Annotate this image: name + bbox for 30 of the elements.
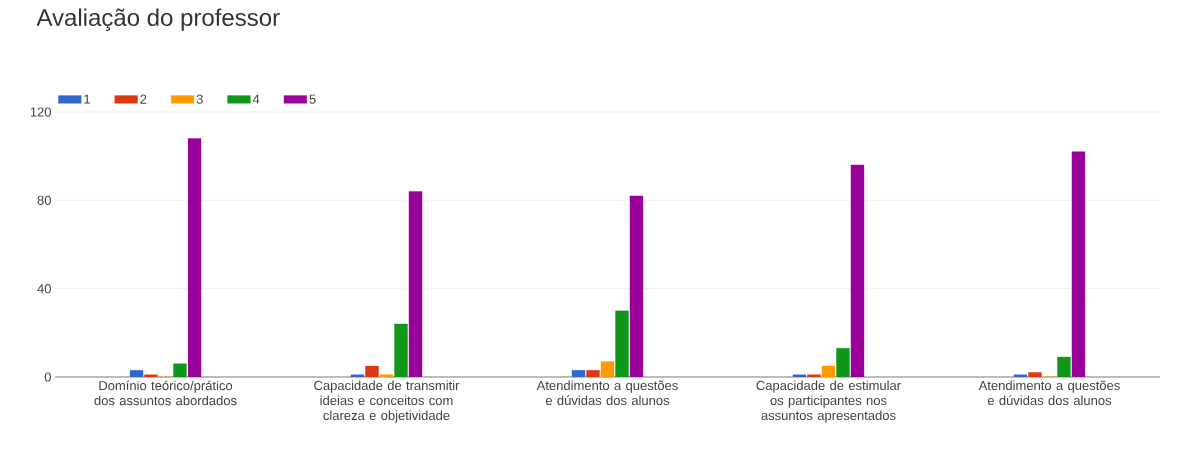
legend-label: 2 [140,94,147,104]
legend-label: 5 [309,94,316,104]
x-tick-label: Capacidade de transmitir ideias e conceitos com clareza e objetividade [314,380,460,423]
bar [571,370,586,377]
bar [586,370,600,377]
bar [394,323,408,377]
legend-label: 4 [252,94,260,104]
bar [807,374,821,377]
bar [1057,356,1071,377]
bar [173,363,187,377]
bar [1013,374,1028,377]
bar [615,310,629,377]
x-tick-label: Atendimento a questões e dúvidas dos alunos [978,380,1120,406]
x-tick-label: Domínio teórico/prático dos assuntos abordados [94,380,237,406]
y-tick-label: 0 [44,372,51,382]
bar [350,374,365,377]
legend-label: 3 [196,94,203,104]
bar [144,374,158,377]
legend-label: 1 [84,94,90,104]
x-tick-label: Atendimento a questões e dúvidas dos alunos [536,380,678,406]
y-tick-label: 40 [37,284,51,294]
chart-title: Avaliação do professor [36,8,280,31]
bar [1028,372,1042,377]
y-tick-label: 80 [37,195,51,205]
bar [365,365,379,377]
bar [792,374,807,377]
bar [836,348,850,377]
bar [129,370,144,377]
x-tick-label: Capacidade de estimular os participantes nos assuntos apresentados [756,380,901,423]
y-tick-label: 120 [30,107,51,117]
